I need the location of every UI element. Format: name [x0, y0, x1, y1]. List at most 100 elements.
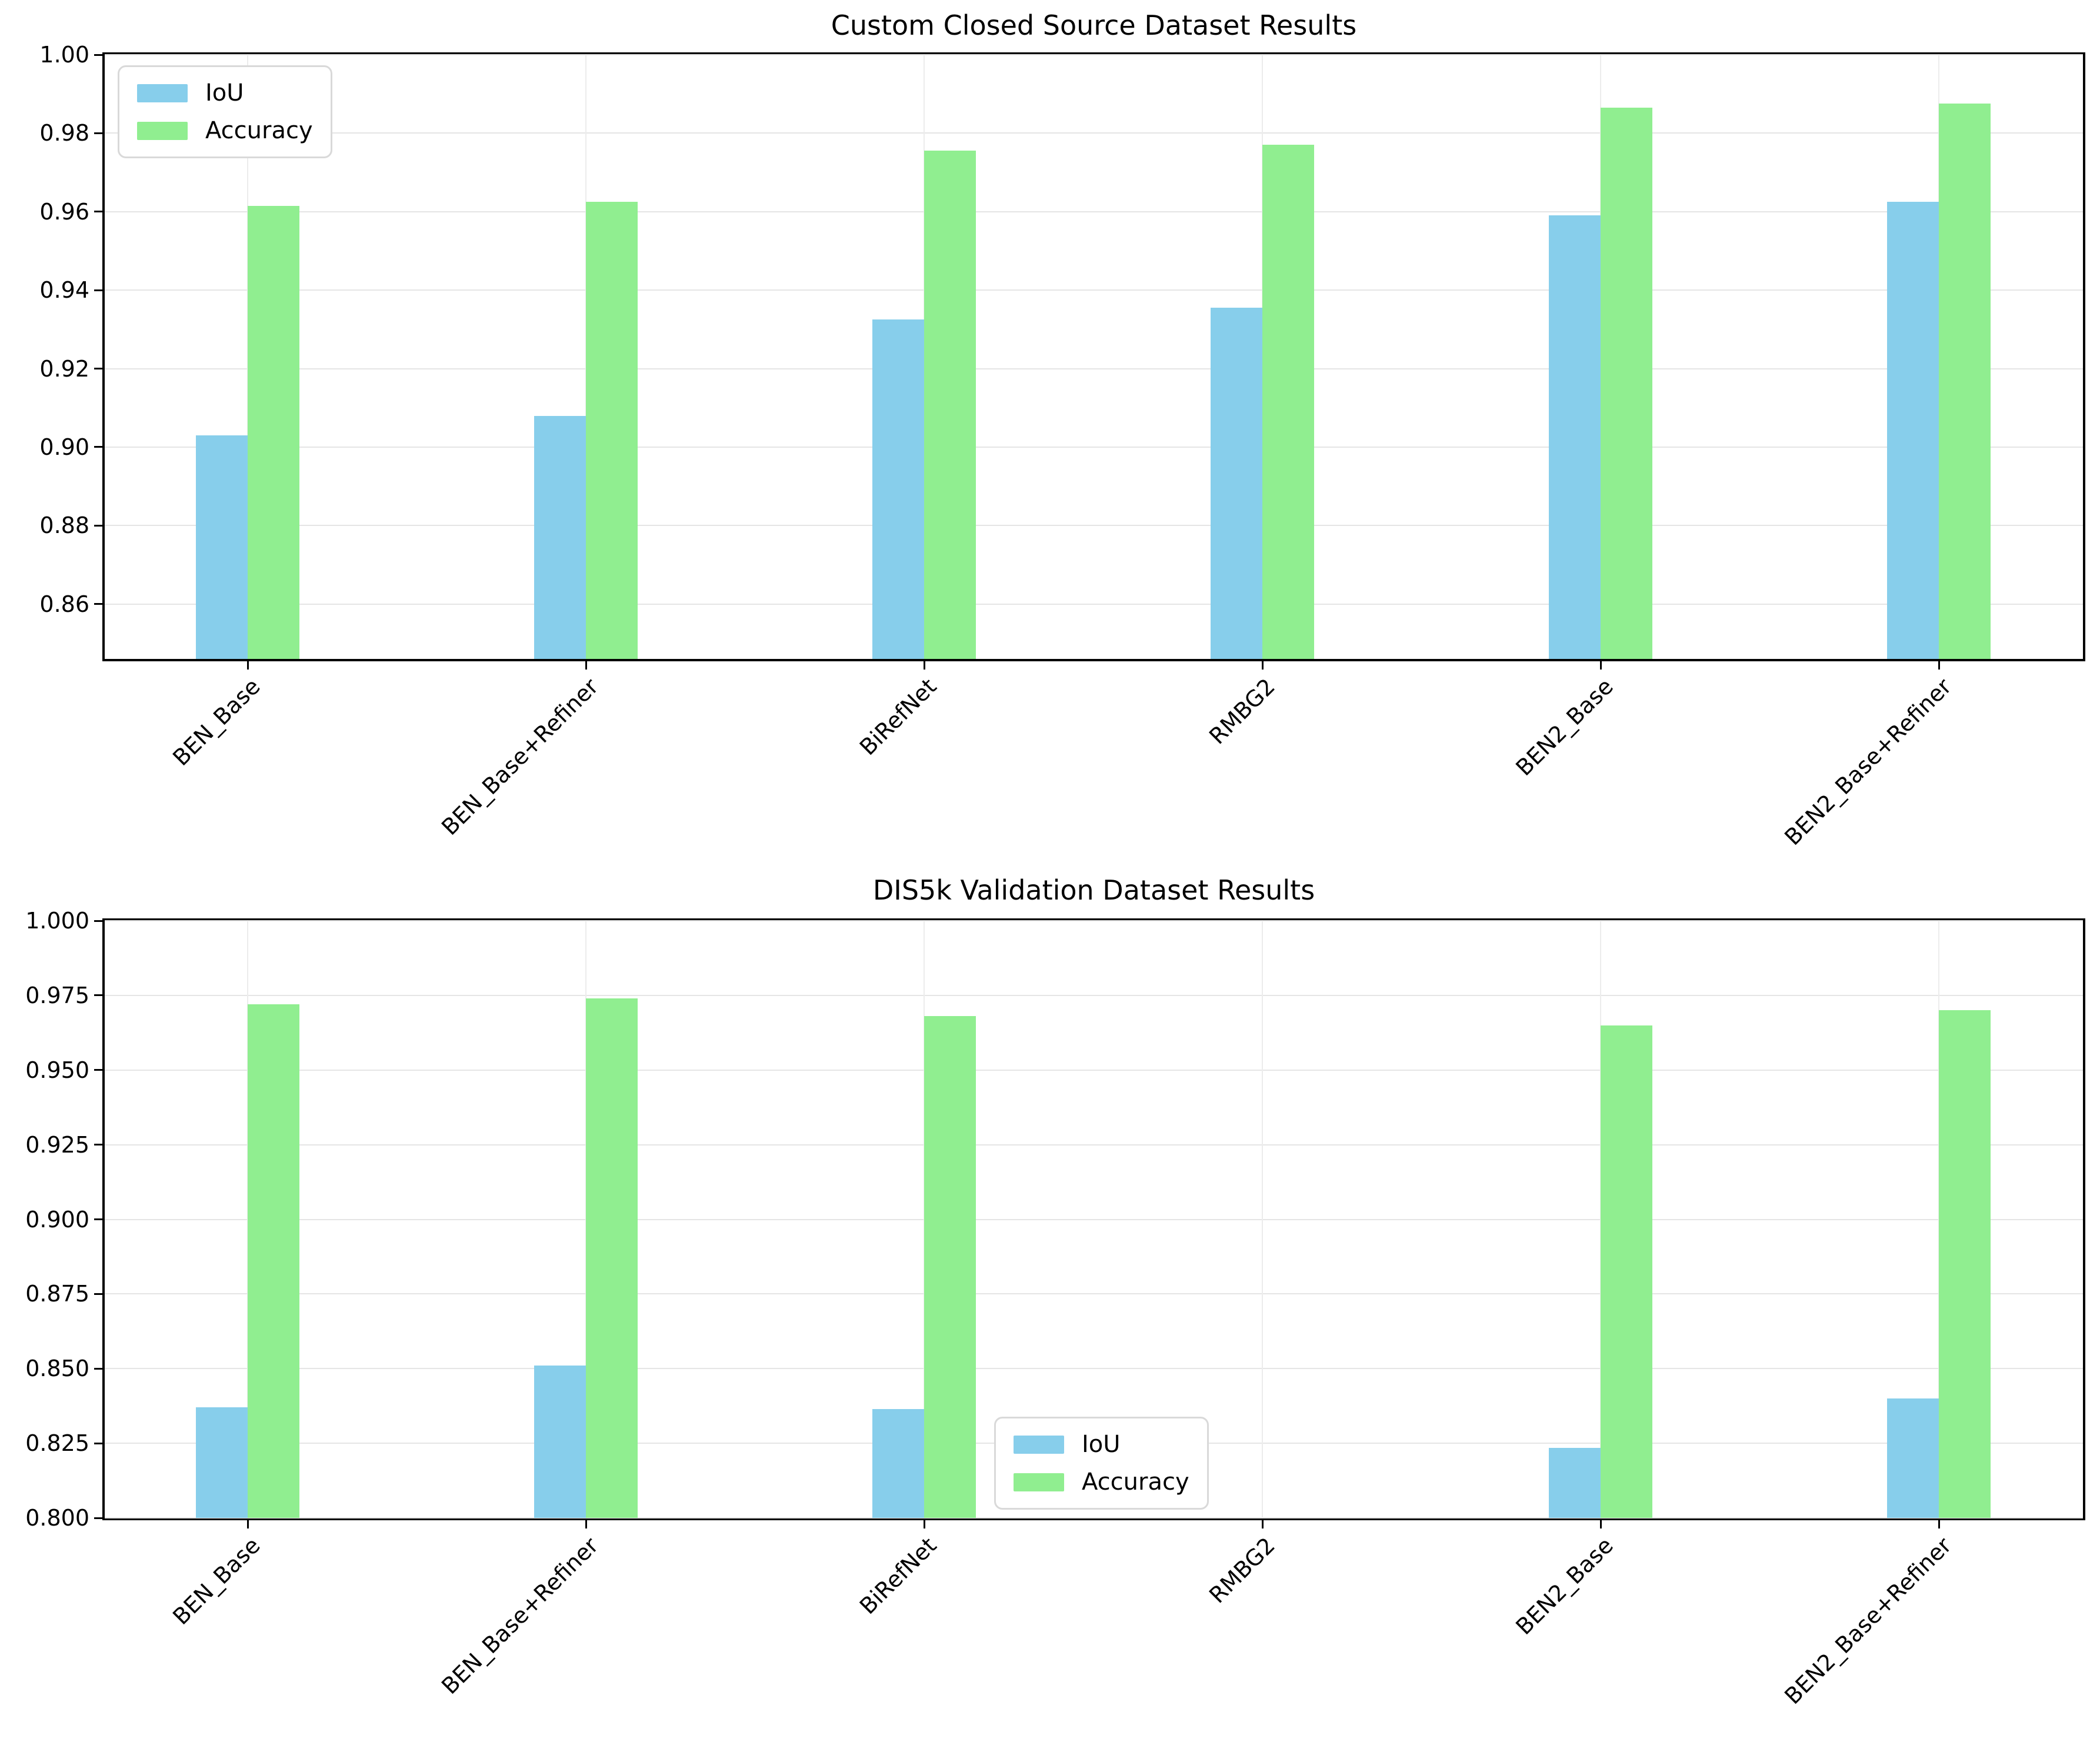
bar-accuracy-ben_base+refiner — [586, 202, 638, 659]
y-tick-mark — [94, 1367, 102, 1370]
y-tick-mark — [94, 446, 102, 448]
y-tick-label: 0.98 — [39, 120, 89, 146]
x-tick-mark — [923, 661, 925, 670]
x-tick-mark — [1261, 1520, 1264, 1528]
bar-accuracy-ben_base+refiner — [586, 998, 638, 1518]
gridline-y — [105, 994, 2083, 996]
bar-iou-ben_base+refiner — [534, 415, 586, 659]
bar-iou-ben2_base+refiner — [1887, 1398, 1939, 1518]
bar-iou-birefnet — [872, 1408, 925, 1518]
bar-accuracy-ben2_base — [1601, 1025, 1653, 1518]
y-tick-label: 0.92 — [39, 355, 89, 382]
bar-iou-ben_base — [196, 1407, 248, 1518]
legend-entry-accuracy: Accuracy — [137, 118, 313, 144]
x-tick-mark — [1938, 661, 1940, 670]
x-tick-mark — [1938, 1520, 1940, 1528]
y-tick-mark — [94, 1144, 102, 1146]
bar-accuracy-birefnet — [924, 1016, 976, 1518]
x-tick-label: BEN2_Base+Refiner — [1779, 1532, 1956, 1710]
gridline-y — [105, 1218, 2083, 1220]
bar-iou-ben2_base — [1549, 215, 1601, 659]
legend-swatch-iou — [137, 84, 188, 102]
y-tick-label: 1.00 — [39, 42, 89, 68]
y-tick-mark — [94, 920, 102, 922]
legend-label-iou: IoU — [1082, 1431, 1121, 1458]
bar-accuracy-ben2_base+refiner — [1939, 104, 1991, 659]
x-tick-label: BEN_Base — [168, 1532, 265, 1630]
x-tick-label: BiRefNet — [855, 1532, 942, 1620]
y-tick-label: 0.94 — [39, 277, 89, 304]
x-tick-mark — [1599, 661, 1602, 670]
bar-iou-ben_base+refiner — [534, 1366, 586, 1518]
y-tick-mark — [94, 132, 102, 134]
y-tick-mark — [94, 1293, 102, 1295]
y-tick-label: 0.88 — [39, 512, 89, 539]
legend-label-iou: IoU — [205, 79, 244, 106]
x-tick-mark — [1261, 661, 1264, 670]
y-tick-mark — [94, 603, 102, 605]
legend: IoU Accuracy — [994, 1417, 1209, 1510]
y-tick-label: 0.96 — [39, 198, 89, 225]
y-tick-label: 0.86 — [39, 591, 89, 617]
x-tick-label: BEN_Base+Refiner — [436, 1532, 604, 1700]
legend-entry-accuracy: Accuracy — [1014, 1469, 1189, 1495]
gridline-y — [105, 1517, 2083, 1518]
bar-iou-ben2_base — [1549, 1447, 1601, 1518]
y-tick-label: 0.90 — [39, 434, 89, 460]
gridline-y — [105, 1144, 2083, 1145]
legend-entry-iou: IoU — [1014, 1431, 1189, 1457]
bar-accuracy-ben2_base+refiner — [1939, 1010, 1991, 1518]
gridline-x — [1262, 921, 1264, 1518]
legend-swatch-iou — [1014, 1435, 1064, 1454]
y-tick-mark — [94, 1442, 102, 1444]
gridline-y — [105, 446, 2083, 448]
x-tick-label: BEN2_Base — [1511, 1532, 1618, 1640]
bar-accuracy-rmbg2 — [1262, 145, 1315, 659]
x-tick-mark — [246, 661, 249, 670]
gridline-y — [105, 920, 2083, 921]
x-tick-mark — [923, 1520, 925, 1528]
bar-iou-ben_base — [196, 435, 248, 659]
y-tick-mark — [94, 368, 102, 369]
bar-accuracy-ben_base — [248, 205, 300, 659]
y-tick-label: 0.975 — [25, 982, 89, 1008]
gridline-y — [105, 289, 2083, 291]
legend-swatch-accuracy — [137, 121, 188, 140]
y-tick-mark — [94, 994, 102, 997]
bar-iou-birefnet — [872, 319, 925, 659]
gridline-y — [105, 1069, 2083, 1071]
x-tick-label: RMBG2 — [1204, 1532, 1280, 1609]
gridline-y — [105, 368, 2083, 369]
plot-area: 1.000 0.975 0.950 0.925 0.900 0.875 0.850 0.825… — [25, 910, 2085, 1709]
bar-iou-ben2_base+refiner — [1887, 202, 1939, 659]
x-tick-mark — [585, 661, 587, 670]
legend-entry-iou: IoU — [137, 80, 313, 106]
gridline-y — [105, 54, 2083, 55]
y-tick-label: 0.850 — [25, 1356, 89, 1382]
y-tick-label: 1.000 — [25, 908, 89, 934]
y-tick-label: 0.875 — [25, 1281, 89, 1307]
bar-accuracy-ben2_base — [1601, 108, 1653, 659]
y-tick-mark — [94, 289, 102, 291]
legend: IoU Accuracy — [118, 65, 332, 158]
chart-title: Custom Closed Source Dataset Results — [831, 9, 1357, 41]
x-tick-mark — [246, 1520, 249, 1528]
y-tick-label: 0.925 — [25, 1131, 89, 1158]
y-tick-label: 0.950 — [25, 1057, 89, 1083]
y-tick-label: 0.900 — [25, 1206, 89, 1233]
legend-label-accuracy: Accuracy — [1082, 1468, 1189, 1496]
bar-accuracy-birefnet — [924, 151, 976, 659]
bar-accuracy-ben_base — [248, 1004, 300, 1518]
y-tick-mark — [94, 524, 102, 527]
legend-label-accuracy: Accuracy — [205, 117, 313, 144]
y-tick-label: 0.800 — [25, 1505, 89, 1531]
gridline-y — [105, 525, 2083, 527]
x-tick-mark — [585, 1520, 587, 1528]
gridline-y — [105, 603, 2083, 605]
gridline-y — [105, 1368, 2083, 1370]
x-tick-mark — [1599, 1520, 1602, 1528]
chart-title: DIS5k Validation Dataset Results — [872, 874, 1315, 906]
